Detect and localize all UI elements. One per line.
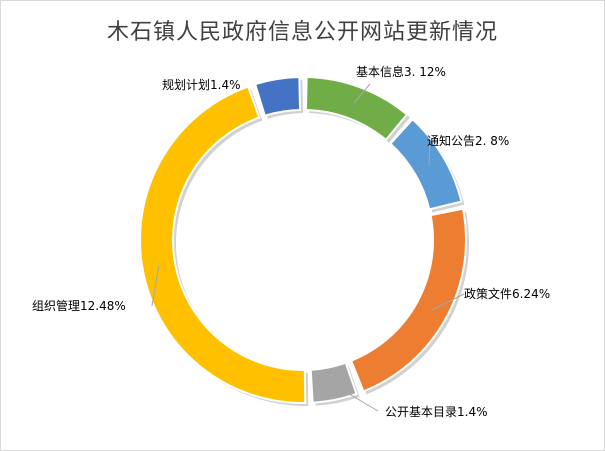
data-label-2: 通知公告2. 8% [427,134,509,148]
slice-4 [309,361,358,404]
chart-title: 木石镇人民政府信息公开网站更新情况 [106,20,498,45]
data-label-1: 基本信息3. 12% [356,64,446,79]
slice-1 [304,76,409,142]
slice-5 [139,85,307,404]
slice-2 [388,117,463,211]
slices-group [139,76,469,407]
slice-6 [253,76,302,117]
slice-3 [349,207,467,393]
data-label-6: 规划计划1.4% [162,77,241,92]
leader-line-2 [428,141,431,166]
data-labels-group: 基本信息3. 12% 通知公告2. 8% 政策文件6.24% 公开基本目录1.4% 组织… [32,64,550,419]
data-label-5: 组织管理12.48% [32,298,126,313]
leader-line-3 [431,293,465,311]
leader-lines-group [151,83,465,412]
leader-line-1 [353,83,371,104]
data-label-4: 公开基本目录1.4% [385,405,488,419]
data-label-3: 政策文件6.24% [464,286,550,301]
leader-line-5 [151,265,160,307]
leader-line-4 [331,383,379,412]
